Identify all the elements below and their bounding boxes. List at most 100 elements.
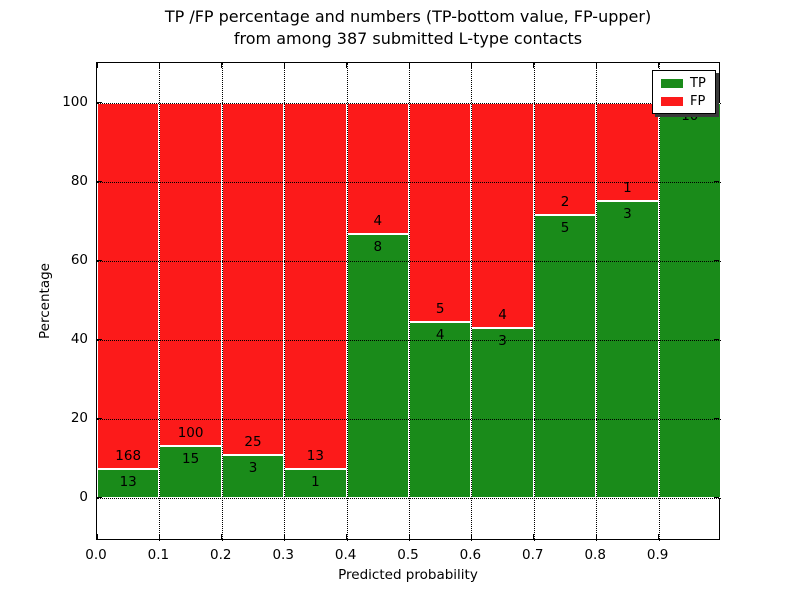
bar-label-fp: 2 (560, 194, 570, 211)
bar-label-tp: 15 (182, 451, 200, 468)
x-tick-label: 0.7 (522, 547, 544, 563)
x-axis-label: Predicted probability (338, 567, 478, 583)
bar-label-tp: 3 (498, 333, 507, 350)
v-gridline (658, 63, 660, 541)
y-tick-right (714, 181, 719, 182)
bar-segment-fp (159, 102, 222, 446)
bar-label-fp: 4 (373, 213, 383, 230)
x-tick-label: 0.8 (584, 547, 606, 563)
x-tick-top (96, 63, 98, 68)
bar-segment-tp (658, 102, 721, 498)
bar-segment-tp (284, 469, 347, 498)
y-tick-left (97, 339, 102, 341)
y-tick-left (97, 497, 102, 499)
bar-label-fp: 25 (244, 434, 262, 451)
bar-label-fp: 100 (177, 425, 204, 442)
bar-segment-tp (97, 469, 160, 498)
x-tick-bottom (533, 534, 535, 539)
x-tick-bottom (408, 534, 410, 539)
legend-item-tp: TP (661, 77, 708, 90)
bar-label-tp: 3 (623, 206, 632, 223)
bar-segment-tp (159, 446, 222, 498)
x-tick-top (470, 63, 472, 68)
x-tick-top (658, 63, 660, 68)
v-gridline (221, 63, 223, 541)
bar-segment-tp (596, 201, 659, 498)
bar-segment-tp (346, 234, 409, 498)
x-tick-bottom (158, 534, 160, 539)
bar-segment-tp (471, 328, 534, 498)
bar-label-tp: 4 (435, 326, 445, 343)
y-tick-left (97, 102, 102, 103)
x-tick-label: 0.4 (334, 547, 357, 563)
legend-label-tp: TP (690, 75, 706, 91)
x-tick-top (408, 63, 410, 68)
y-tick-label: 80 (70, 172, 88, 189)
bar-label-fp: 4 (498, 307, 507, 324)
y-tick-left (97, 418, 102, 420)
y-tick-label: 0 (79, 488, 88, 505)
v-gridline (346, 63, 348, 541)
x-tick-top (158, 63, 160, 68)
v-gridline (284, 63, 286, 541)
x-tick-top (283, 63, 285, 68)
bar-label-fp: 13 (306, 448, 324, 465)
y-tick-left (97, 181, 102, 182)
x-tick-top (595, 63, 597, 68)
x-tick-bottom (595, 534, 597, 539)
bar-label-tp: 1 (311, 474, 320, 491)
y-tick-right (714, 102, 719, 103)
v-gridline (409, 63, 410, 541)
x-tick-top (221, 63, 223, 68)
y-tick-label: 100 (62, 93, 88, 110)
x-tick-bottom (283, 534, 285, 539)
bar-label-tp: 5 (560, 220, 570, 237)
bar-segment-fp (221, 102, 285, 456)
x-tick-label: 0.1 (147, 547, 170, 563)
y-tick-right (714, 339, 719, 341)
x-tick-label: 0.0 (85, 547, 107, 563)
legend-label-fp: FP (690, 93, 706, 109)
x-tick-top (346, 63, 348, 68)
bar-segment-tp (409, 321, 472, 498)
legend-swatch-fp (661, 96, 683, 106)
bar-label-tp: 8 (373, 239, 383, 256)
bar-label-tp: 13 (119, 474, 137, 491)
bar-segment-fp (97, 102, 160, 470)
x-tick-label: 0.3 (272, 547, 294, 563)
y-tick-right (714, 418, 719, 420)
bar-label-fp: 168 (115, 448, 142, 465)
legend-swatch-tp (661, 78, 683, 88)
y-tick-left (97, 260, 102, 262)
y-tick-label: 20 (70, 409, 88, 426)
x-tick-bottom (346, 534, 348, 539)
y-tick-right (714, 260, 719, 262)
y-tick-right (714, 497, 719, 499)
chart-title-line1: TP /FP percentage and numbers (TP-bottom… (164, 7, 652, 26)
y-tick-label: 60 (70, 251, 88, 268)
legend-item-fp: FP (661, 95, 708, 108)
x-tick-label: 0.9 (646, 547, 669, 563)
v-gridline (471, 63, 473, 541)
bar-segment-fp (409, 102, 472, 322)
x-tick-bottom (221, 534, 223, 539)
x-tick-label: 0.5 (397, 547, 419, 563)
v-gridline (159, 63, 161, 541)
x-tick-bottom (96, 534, 98, 539)
v-gridline (596, 63, 598, 541)
v-gridline (533, 63, 535, 541)
y-tick-label: 40 (70, 330, 88, 347)
bar-segment-fp (284, 102, 347, 470)
plot-area: TP FP 168 13 100 15 25 3 13 1 4 8 5 4 4 3 2 5 1 3 10 (96, 62, 721, 541)
legend: TP FP (652, 70, 716, 114)
chart-title-line2: from among 387 submitted L-type contacts (233, 29, 583, 48)
bar-label-fp: 1 (623, 180, 632, 197)
bar-label-tp: 3 (248, 460, 258, 477)
x-tick-label: 0.6 (459, 547, 482, 563)
bar-label-fp: 5 (435, 300, 445, 317)
chart-title: TP /FP percentage and numbers (TP-bottom… (96, 6, 720, 50)
x-tick-bottom (658, 534, 660, 539)
x-tick-label: 0.2 (210, 547, 232, 563)
x-tick-top (533, 63, 535, 68)
